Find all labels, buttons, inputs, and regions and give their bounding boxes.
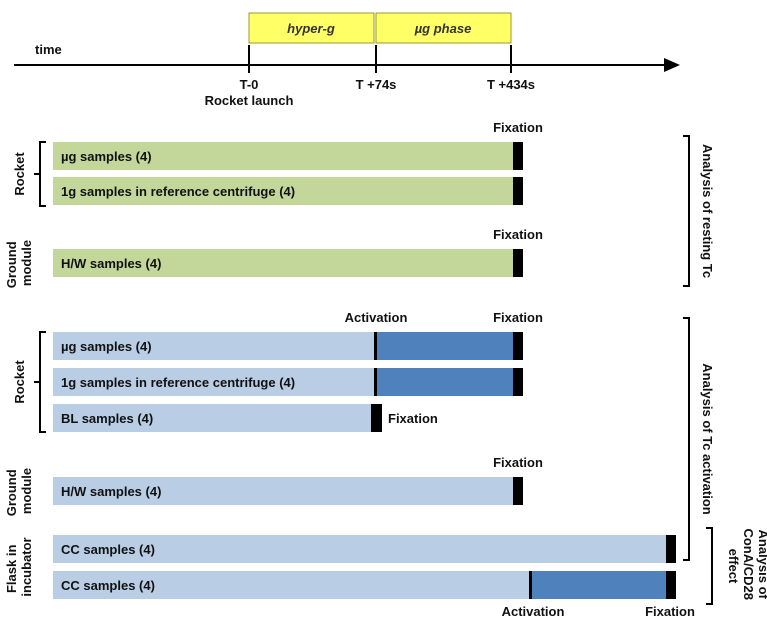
activation-section: Activation Fixation µg samples (4) 1g sa… — [4, 310, 767, 619]
activation-label: Activation — [502, 604, 565, 619]
group-label-rocket: Rocket — [12, 360, 27, 404]
bar-cc-2-activated — [532, 571, 666, 599]
fixation-label: Fixation — [493, 227, 543, 242]
fixation-marker — [666, 535, 676, 563]
microgravity-phase-label: µg phase — [414, 21, 472, 36]
fixation-marker — [371, 404, 382, 432]
sample-label-cc-1: CC samples (4) — [61, 542, 155, 557]
fixation-label: Fixation — [493, 120, 543, 135]
bar-r2-ug-activated — [377, 332, 513, 360]
cona-analysis-bracket — [706, 527, 713, 605]
fixation-label: Fixation — [388, 411, 438, 426]
sample-label-r2-1g: 1g samples in reference centrifuge (4) — [61, 375, 295, 390]
analysis-label-cona-cd28: Analysis of ConA/CD28 effect — [726, 528, 767, 603]
flask-line-2: incubator — [19, 537, 34, 596]
analysis-label-activation: Analysis of Tc activation — [700, 363, 715, 515]
fixation-label: Fixation — [645, 604, 695, 619]
cona-line-1: Analysis of — [756, 530, 767, 600]
hyper-g-phase-label: hyper-g — [287, 21, 335, 36]
rocket-brace — [34, 331, 46, 433]
bar-r2-1g — [53, 368, 376, 396]
ground-module-line-1: Ground — [4, 469, 19, 516]
fixation-marker — [513, 142, 523, 170]
group-label-flask-in-incubator: Flask in incubator — [4, 537, 34, 596]
group-label-ground-module: Ground module — [4, 238, 34, 289]
bar-r2-bl — [53, 404, 371, 432]
fixation-marker — [513, 368, 523, 396]
hyper-g-phase-box — [248, 12, 375, 44]
activation-analysis-bracket — [683, 317, 690, 561]
bar-r2-ug — [53, 332, 376, 360]
timeline: hyper-g µg phase time T-0 Rocket launch … — [14, 12, 680, 108]
resting-section: Fixation µg samples (4) 1g samples in re… — [4, 120, 715, 288]
activation-marker — [529, 571, 532, 599]
cona-line-3: effect — [726, 549, 741, 584]
sample-label-r2-ug: µg samples (4) — [61, 339, 152, 354]
fixation-marker — [513, 249, 523, 277]
flask-line-1: Flask in — [4, 545, 19, 593]
bar-r1-ug — [53, 142, 513, 170]
time-axis-label: time — [35, 42, 62, 57]
group-label-rocket: Rocket — [12, 152, 27, 196]
bar-r1-1g — [53, 177, 513, 205]
microgravity-phase-box — [375, 12, 512, 44]
fixation-marker — [513, 332, 523, 360]
fixation-marker — [513, 177, 523, 205]
bar-cc-2 — [53, 571, 529, 599]
sample-label-cc-2: CC samples (4) — [61, 578, 155, 593]
ground-module-line-2: module — [19, 468, 34, 514]
tick-label-t434: T +434s — [487, 77, 535, 92]
bar-r2-1g-activated — [377, 368, 513, 396]
tick-label-t74: T +74s — [356, 77, 397, 92]
bar-g1-hw — [53, 249, 513, 277]
fixation-marker — [666, 571, 676, 599]
tick-label-t0: T-0 — [240, 77, 259, 92]
ground-module-line-1: Ground — [4, 241, 19, 288]
resting-analysis-bracket — [683, 135, 690, 287]
activation-marker — [374, 368, 377, 396]
group-label-ground-module: Ground module — [4, 466, 34, 517]
ground-module-line-2: module — [19, 240, 34, 286]
sample-label-r1-ug: µg samples (4) — [61, 149, 152, 164]
bar-g2-hw — [53, 477, 513, 505]
sample-label-g2-hw: H/W samples (4) — [61, 484, 161, 499]
fixation-label: Fixation — [493, 455, 543, 470]
sample-label-r2-bl: BL samples (4) — [61, 411, 153, 426]
bar-cc-1 — [53, 535, 666, 563]
time-axis-arrowhead — [664, 58, 680, 72]
tick-sublabel-rocket-launch: Rocket launch — [205, 93, 294, 108]
fixation-marker — [513, 477, 523, 505]
sample-label-g1-hw: H/W samples (4) — [61, 256, 161, 271]
activation-label: Activation — [345, 310, 408, 325]
rocket-brace — [34, 141, 46, 207]
fixation-label: Fixation — [493, 310, 543, 325]
cona-line-2: ConA/CD28 — [741, 528, 756, 600]
sample-label-r1-1g: 1g samples in reference centrifuge (4) — [61, 184, 295, 199]
analysis-label-resting: Analysis of resting Tc — [700, 144, 715, 278]
activation-marker — [374, 332, 377, 360]
